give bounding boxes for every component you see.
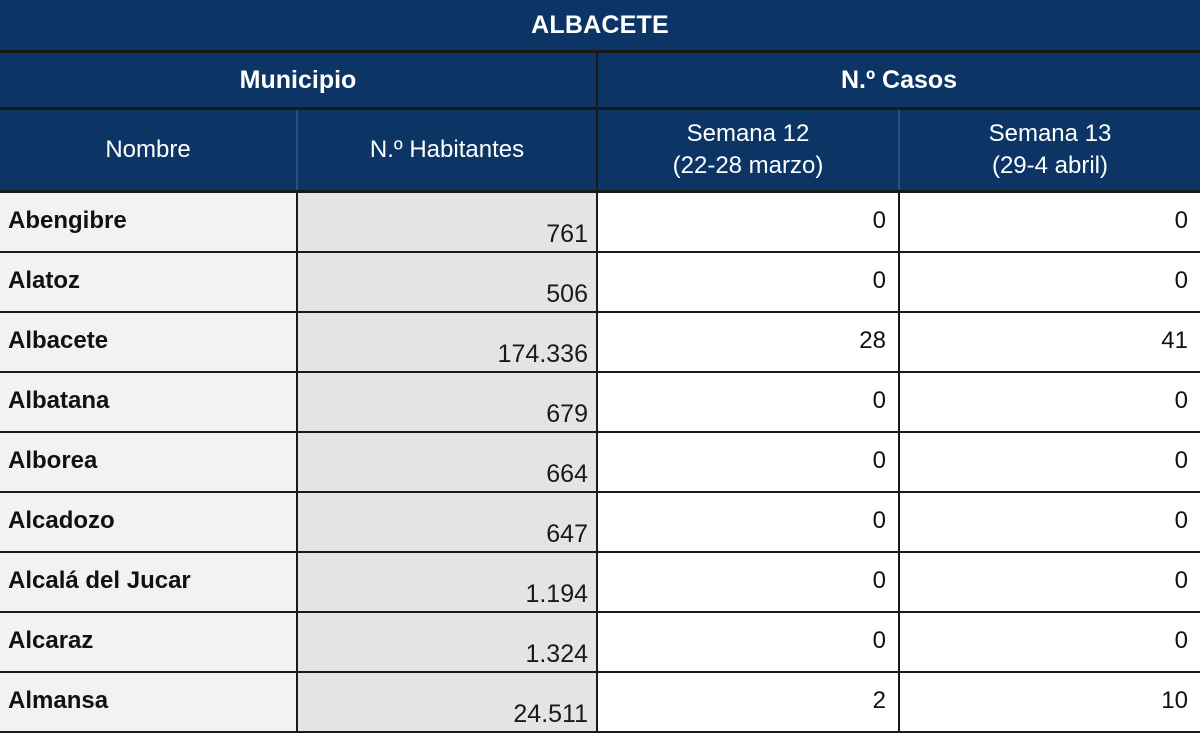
row-divider: [0, 491, 1200, 493]
column-header-habitantes-label: N.º Habitantes: [369, 136, 525, 163]
cell-nombre: Almansa: [0, 673, 296, 731]
cell-semana13: 0: [900, 493, 1200, 551]
cell-semana13: 0: [900, 193, 1200, 251]
cell-semana13: 41: [900, 313, 1200, 371]
cell-nombre: Albacete: [0, 313, 296, 371]
cell-semana13: 10: [900, 673, 1200, 731]
row-divider: [0, 671, 1200, 673]
row-divider: [0, 611, 1200, 613]
table-row: Alcalá del Jucar 1.194 0 0: [0, 553, 1200, 613]
column-header-semana12: Semana 12 (22-28 marzo): [598, 110, 898, 190]
cell-semana12: 2: [598, 673, 898, 731]
table-row: Albacete 174.336 28 41: [0, 313, 1200, 373]
table-row: Abengibre 761 0 0: [0, 193, 1200, 253]
table-title: ALBACETE: [0, 0, 1200, 50]
cell-habitantes: 647: [298, 493, 596, 551]
cell-nombre: Albatana: [0, 373, 296, 431]
column-divider: [296, 193, 298, 731]
row-divider: [0, 371, 1200, 373]
cell-habitantes: 679: [298, 373, 596, 431]
table-row: Alatoz 506 0 0: [0, 253, 1200, 313]
row-divider: [0, 431, 1200, 433]
column-header-semana13-line2: (29-4 abril): [991, 152, 1109, 179]
column-header-semana12-line2: (22-28 marzo): [672, 152, 824, 179]
column-header-nombre: Nombre: [0, 110, 296, 190]
table-row: Alborea 664 0 0: [0, 433, 1200, 493]
header-divider: [0, 50, 1200, 53]
cell-semana13: 0: [900, 253, 1200, 311]
column-divider: [596, 193, 598, 731]
column-header-semana13: Semana 13 (29-4 abril): [900, 110, 1200, 190]
table-row: Almansa 24.511 2 10: [0, 673, 1200, 733]
group-header-municipio: Municipio: [0, 53, 596, 107]
row-divider: [0, 551, 1200, 553]
row-divider: [0, 311, 1200, 313]
column-header-habitantes: N.º Habitantes: [298, 110, 596, 190]
table-row: Alcaraz 1.324 0 0: [0, 613, 1200, 673]
header-column-divider: [596, 53, 598, 190]
cell-semana12: 0: [598, 433, 898, 491]
header-column-divider: [296, 110, 298, 190]
cell-habitantes: 506: [298, 253, 596, 311]
cell-semana13: 0: [900, 433, 1200, 491]
cell-semana12: 0: [598, 553, 898, 611]
header-bottom-border: [0, 190, 1200, 193]
cell-semana13: 0: [900, 553, 1200, 611]
cell-nombre: Alatoz: [0, 253, 296, 311]
cell-semana12: 28: [598, 313, 898, 371]
column-divider: [898, 193, 900, 731]
cell-habitantes: 1.194: [298, 553, 596, 611]
cell-semana12: 0: [598, 193, 898, 251]
cell-nombre: Alcadozo: [0, 493, 296, 551]
cell-semana12: 0: [598, 253, 898, 311]
cell-habitantes: 761: [298, 193, 596, 251]
column-header-nombre-label: Nombre: [105, 136, 191, 163]
cell-semana13: 0: [900, 613, 1200, 671]
table-row: Albatana 679 0 0: [0, 373, 1200, 433]
header-column-divider: [898, 110, 900, 190]
row-divider: [0, 251, 1200, 253]
column-header-semana12-line1: Semana 12: [686, 120, 810, 147]
cell-nombre: Alcaraz: [0, 613, 296, 671]
cell-habitantes: 24.511: [298, 673, 596, 731]
column-header-semana13-line1: Semana 13: [988, 120, 1112, 147]
cell-nombre: Alborea: [0, 433, 296, 491]
cell-semana12: 0: [598, 373, 898, 431]
cell-habitantes: 664: [298, 433, 596, 491]
table-row: Alcadozo 647 0 0: [0, 493, 1200, 553]
header-divider: [0, 107, 1200, 110]
group-header-casos: N.º Casos: [598, 53, 1200, 107]
cell-habitantes: 174.336: [298, 313, 596, 371]
cell-semana13: 0: [900, 373, 1200, 431]
cell-nombre: Alcalá del Jucar: [0, 553, 296, 611]
cell-semana12: 0: [598, 493, 898, 551]
cell-semana12: 0: [598, 613, 898, 671]
cell-nombre: Abengibre: [0, 193, 296, 251]
cell-habitantes: 1.324: [298, 613, 596, 671]
